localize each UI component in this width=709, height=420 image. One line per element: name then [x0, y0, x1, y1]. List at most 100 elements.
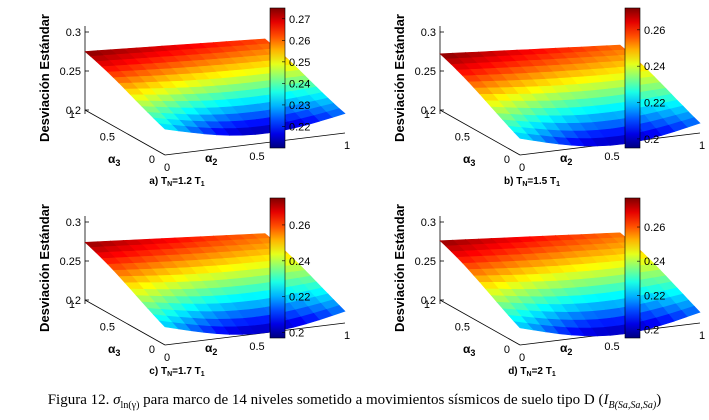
panel-subtitle-a: c) T — [149, 366, 167, 377]
a3-tick-label: 0.5 — [455, 322, 470, 334]
surface-patch — [158, 123, 179, 132]
a3-tick-label: 0 — [149, 344, 155, 356]
colorbar-tick-label: 0.25 — [289, 57, 310, 69]
a2-axis-label-main: α — [560, 151, 568, 165]
caption-suffix: ) — [656, 392, 662, 408]
panel-subtitle-sub: N — [167, 371, 172, 378]
colorbar-tick-label: 0.24 — [644, 61, 665, 73]
colorbar-tick-label: 0.26 — [289, 35, 310, 47]
a2-axis-label-main: α — [560, 341, 568, 355]
a2-tick-label: 0 — [164, 352, 170, 364]
colorbar-tick-label: 0.23 — [289, 100, 310, 112]
panel-subtitle-sub2: 1 — [556, 181, 560, 188]
a3-tick-label: 1 — [69, 299, 75, 311]
panel-subtitle: a) TN=1.2 T1 — [149, 176, 204, 188]
caption-symbol-sub: ln(γ) — [120, 400, 140, 411]
figure-caption: Figura 12. σln(γ) para marco de 14 nivel… — [0, 392, 709, 411]
surface-plot-4: 0.2 0.25 0.3 0 0.5 1 0 0.5 1 Desviación Estándar α… — [392, 197, 705, 378]
z-tick-label: 0.3 — [421, 217, 436, 229]
a3-axis-label-sub: 3 — [470, 158, 475, 168]
a3-tick-label: 0 — [504, 154, 510, 166]
panel-subtitle-sub2: 1 — [201, 371, 205, 378]
a2-axis-label: α2 — [560, 341, 572, 357]
a3-axis-line — [84, 299, 166, 346]
a3-tick-label: 1 — [69, 109, 75, 121]
z-axis-label: Desviación Estándar — [392, 204, 407, 332]
a3-axis-line — [84, 109, 166, 156]
colorbar-tick-label: 0.22 — [644, 290, 665, 302]
a2-tick-label: 0 — [164, 162, 170, 174]
surface-patch — [513, 131, 534, 141]
colorbar-tick-label: 0.2 — [644, 134, 659, 146]
surface-plot-1: 0.2 0.25 0.3 0 0.5 1 0 0.5 1 Desviación Estándar α… — [37, 7, 350, 188]
a2-tick-label: 1 — [344, 140, 350, 152]
a2-axis-label-main: α — [205, 151, 213, 165]
z-axis-label: Desviación Estándar — [37, 14, 52, 142]
surface-mesh — [84, 38, 346, 136]
z-tick-label: 0.2 — [66, 295, 81, 307]
surface-mesh — [84, 233, 346, 335]
panel-subtitle-a: d) T — [508, 366, 526, 377]
panel-subtitle-b: =1.5 T — [527, 176, 556, 187]
panel-subtitle-sub2: 1 — [201, 181, 205, 188]
a3-axis-label: α3 — [108, 152, 120, 168]
panel-subtitle-a: b) T — [504, 176, 522, 187]
a3-tick-label: 0 — [149, 154, 155, 166]
a3-tick-label: 0.5 — [100, 322, 115, 334]
caption-symbol: σ — [113, 392, 121, 408]
a3-tick-label: 0.5 — [455, 132, 470, 144]
a3-axis-line — [439, 109, 521, 156]
surface-patch — [513, 321, 534, 331]
a2-axis-line — [164, 132, 346, 156]
a3-axis-label-main: α — [463, 342, 471, 356]
surface-patch — [158, 320, 179, 330]
panel-subtitle-sub: N — [167, 181, 172, 188]
a3-axis-label-main: α — [463, 152, 471, 166]
a2-tick-label: 1 — [344, 330, 350, 342]
colorbar — [269, 197, 286, 339]
a3-axis-label-sub: 3 — [115, 158, 120, 168]
caption-im: I — [603, 392, 609, 408]
panel-subtitle: d) TN=2 T1 — [508, 366, 556, 378]
caption-text: para marco de 14 niveles sometido a movi… — [143, 392, 604, 408]
a2-axis-label-sub: 2 — [567, 157, 572, 167]
panel-subtitle: b) TN=1.5 T1 — [504, 176, 560, 188]
a2-axis-label: α2 — [205, 341, 217, 357]
colorbar-tick-label: 0.2 — [644, 324, 659, 336]
a3-axis-label-main: α — [108, 342, 116, 356]
surface-plot-2: 0.2 0.25 0.3 0 0.5 1 0 0.5 1 Desviación Estándar α… — [392, 7, 705, 188]
z-tick-label: 0.25 — [415, 66, 436, 78]
panel-subtitle-a: a) T — [149, 176, 167, 187]
panel-subtitle-sub: N — [522, 181, 527, 188]
a2-axis-label: α2 — [560, 151, 572, 167]
panel-subtitle-b: =1.2 T — [172, 176, 201, 187]
z-tick-label: 0.3 — [421, 27, 436, 39]
colorbar-tick-label: 0.24 — [289, 78, 310, 90]
caption-im-sub: B(Sa,Sa,Sa) — [608, 400, 657, 411]
z-tick-label: 0.25 — [60, 66, 81, 78]
colorbar-tick-label: 0.2 — [289, 328, 304, 340]
a2-tick-label: 0.5 — [604, 151, 619, 163]
a2-tick-label: 0.5 — [249, 151, 264, 163]
a2-axis-label-sub: 2 — [212, 157, 217, 167]
z-tick-label: 0.25 — [415, 256, 436, 268]
colorbar-tick-label: 0.26 — [644, 222, 665, 234]
surface-mesh — [439, 232, 701, 337]
z-tick-label: 0.25 — [60, 256, 81, 268]
a3-axis-label: α3 — [108, 342, 120, 358]
a3-axis-label: α3 — [463, 342, 475, 358]
colorbar-tick-label: 0.24 — [644, 256, 665, 268]
colorbar — [624, 7, 641, 149]
z-tick-label: 0.3 — [66, 27, 81, 39]
a3-tick-label: 1 — [424, 299, 430, 311]
z-tick-label: 0.3 — [66, 217, 81, 229]
a3-axis-line — [439, 299, 521, 346]
colorbar-tick-label: 0.22 — [289, 292, 310, 304]
caption-prefix: Figura 12. — [47, 392, 110, 408]
colorbar — [624, 197, 641, 339]
colorbar-tick-label: 0.27 — [289, 14, 310, 26]
a2-tick-label: 1 — [699, 330, 705, 342]
panel-subtitle: c) TN=1.7 T1 — [149, 366, 204, 378]
colorbar-tick-label: 0.22 — [644, 98, 665, 110]
